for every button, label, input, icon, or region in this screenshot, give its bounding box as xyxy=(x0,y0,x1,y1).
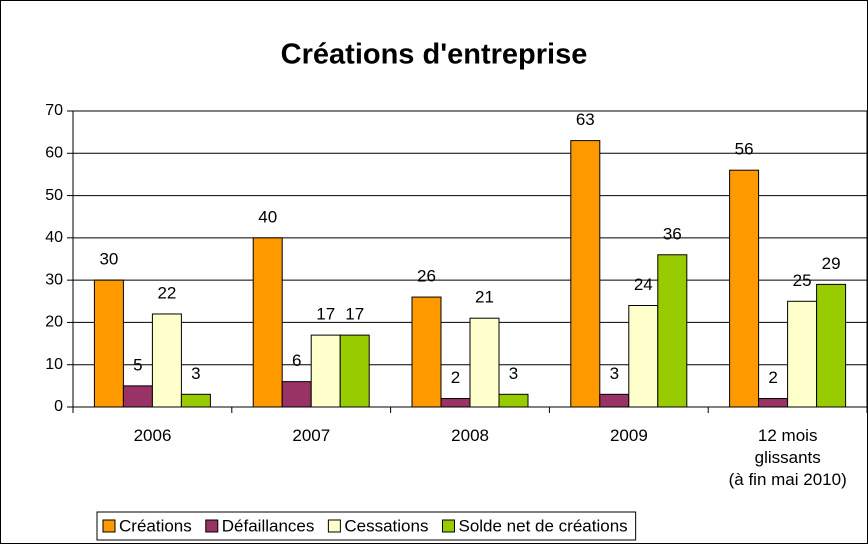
data-label: 2 xyxy=(768,368,777,387)
bar xyxy=(758,398,789,408)
x-tick-label: 2007 xyxy=(292,426,331,445)
data-label: 3 xyxy=(509,364,518,383)
bar xyxy=(570,140,601,408)
x-tick-label: 2009 xyxy=(609,426,648,445)
y-tick-label: 70 xyxy=(45,102,63,119)
data-label: 56 xyxy=(735,140,754,159)
bar xyxy=(628,305,659,408)
bar xyxy=(93,279,124,408)
bar xyxy=(411,296,442,408)
bar xyxy=(440,398,471,408)
x-tick-label: 2006 xyxy=(133,426,172,445)
data-label: 22 xyxy=(157,283,176,302)
bar xyxy=(122,385,153,408)
x-tick-label: 2008 xyxy=(451,426,489,445)
bar xyxy=(599,393,630,408)
data-label: 3 xyxy=(191,364,200,383)
bar xyxy=(180,393,211,408)
bar xyxy=(469,317,500,408)
bar xyxy=(151,313,182,408)
chart-title: Créations d'entreprise xyxy=(281,39,588,71)
data-label: 2 xyxy=(451,368,460,387)
data-label: 5 xyxy=(133,355,142,374)
bar xyxy=(281,381,312,408)
legend-label: Créations xyxy=(119,516,192,535)
y-tick-label: 40 xyxy=(45,229,63,246)
y-tick-label: 0 xyxy=(54,398,63,415)
data-label: 26 xyxy=(417,267,436,286)
bar xyxy=(787,300,818,408)
data-label: 21 xyxy=(475,288,494,307)
legend-swatch xyxy=(441,519,455,533)
data-label: 17 xyxy=(316,305,335,324)
legend-box xyxy=(96,511,637,541)
legend-label: Cessations xyxy=(344,516,428,535)
y-tick-label: 20 xyxy=(45,314,63,331)
data-label: 40 xyxy=(258,207,277,226)
data-label: 24 xyxy=(634,275,653,294)
data-label: 30 xyxy=(99,250,118,269)
data-label: 63 xyxy=(576,110,595,129)
legend-swatch xyxy=(205,519,219,533)
bar xyxy=(657,254,688,408)
data-label: 25 xyxy=(793,271,812,290)
data-label: 6 xyxy=(292,351,301,370)
data-label: 3 xyxy=(610,364,619,383)
legend-label: Défaillances xyxy=(222,516,315,535)
y-tick-label: 60 xyxy=(45,145,63,162)
legend-swatch xyxy=(327,519,341,533)
bar xyxy=(729,169,760,408)
data-label: 17 xyxy=(345,305,364,324)
legend-label: Solde net de créations xyxy=(458,516,627,535)
x-tick-label: 12 mois glissants (à fin mai 2010) xyxy=(728,426,847,489)
bar xyxy=(339,334,370,408)
bar xyxy=(816,283,847,408)
data-label: 36 xyxy=(663,224,682,243)
y-tick-label: 10 xyxy=(45,356,63,373)
bar xyxy=(310,334,341,408)
data-label: 29 xyxy=(822,254,841,273)
bar xyxy=(498,393,529,408)
y-tick-label: 50 xyxy=(45,187,63,204)
bar xyxy=(252,237,283,408)
y-tick-label: 30 xyxy=(45,271,63,288)
legend-swatch xyxy=(102,519,116,533)
